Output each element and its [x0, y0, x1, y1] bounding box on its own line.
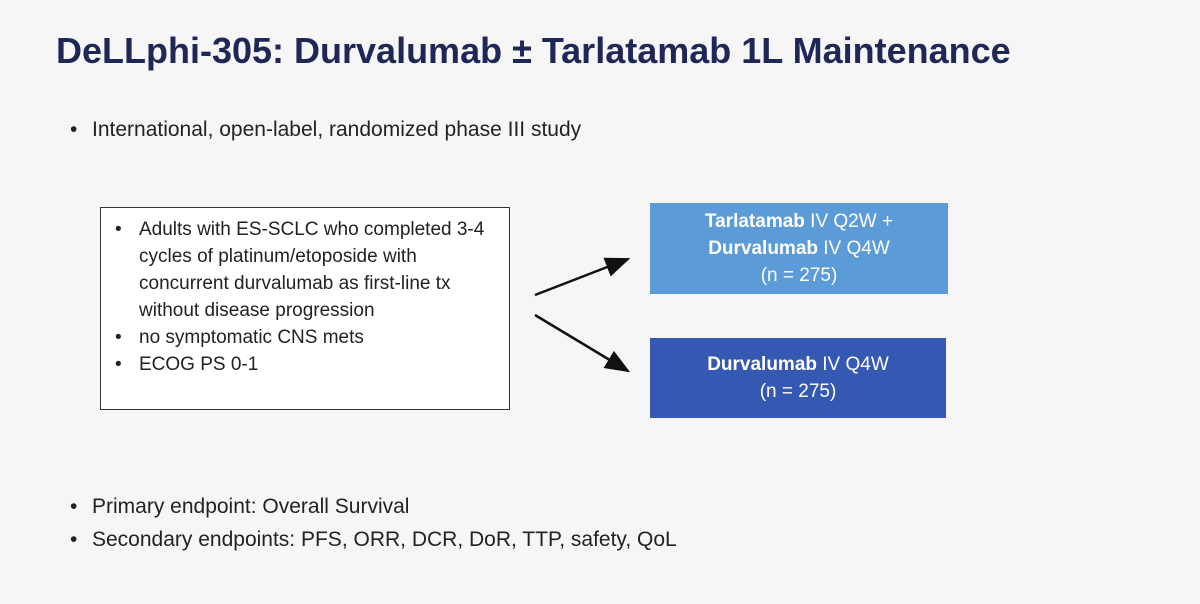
eligibility-item: ECOG PS 0-1 [111, 351, 499, 378]
arm-box: Durvalumab IV Q4W (n = 275) [650, 338, 946, 418]
slide-title: DeLLphi-305: Durvalumab ± Tarlatamab 1L … [56, 30, 1011, 71]
intro-item: International, open-label, randomized ph… [66, 118, 581, 142]
dose: IV Q4W [822, 354, 889, 375]
arm-box: Tarlatamab IV Q2W + Durvalumab IV Q4W (n… [650, 203, 948, 294]
arm-line: Durvalumab IV Q4W [707, 351, 889, 378]
endpoint-item: Primary endpoint: Overall Survival [66, 490, 677, 523]
dose: IV Q4W [823, 238, 890, 259]
arrow [534, 313, 631, 373]
eligibility-item: no symptomatic CNS mets [111, 324, 499, 351]
dose: IV Q2W + [810, 211, 894, 232]
drug: Durvalumab [708, 238, 818, 259]
eligibility-box: Adults with ES-SCLC who completed 3-4 cy… [100, 207, 510, 410]
arm-n: (n = 275) [760, 265, 838, 286]
endpoint-item: Secondary endpoints: PFS, ORR, DCR, DoR,… [66, 523, 677, 556]
eligibility-item: Adults with ES-SCLC who completed 3-4 cy… [111, 216, 499, 324]
eligibility-list: Adults with ES-SCLC who completed 3-4 cy… [111, 216, 499, 378]
arm-line: Durvalumab IV Q4W [708, 235, 890, 262]
endpoint-list: Primary endpoint: Overall Survival Secon… [66, 490, 677, 556]
drug: Durvalumab [707, 354, 817, 375]
arm-line: Tarlatamab IV Q2W + [705, 208, 893, 235]
drug: Tarlatamab [704, 211, 805, 232]
arrow [534, 257, 631, 297]
arm-n: (n = 275) [759, 381, 837, 402]
intro-list: International, open-label, randomized ph… [66, 118, 581, 142]
